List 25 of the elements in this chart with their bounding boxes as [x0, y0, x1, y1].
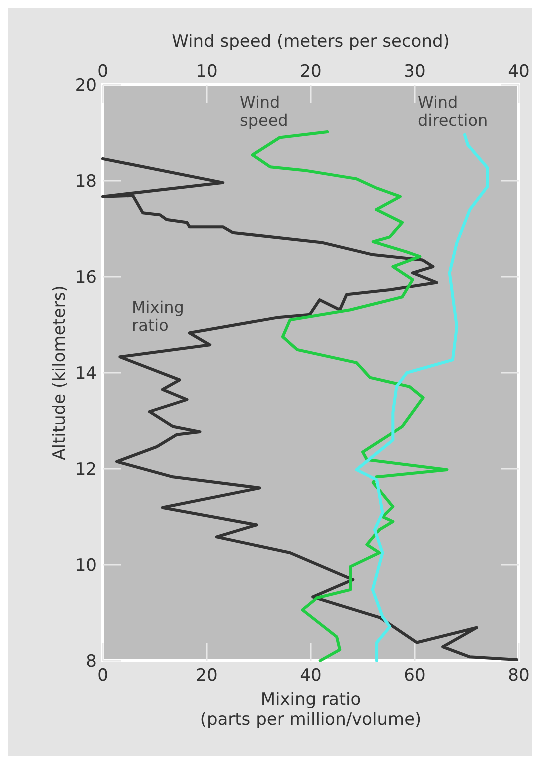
line-series	[355, 133, 490, 662]
x2-tick-label: 40	[508, 62, 530, 82]
y-tick-label: 10	[75, 556, 97, 576]
y-tick-label: 12	[75, 460, 97, 480]
line-series	[102, 157, 518, 662]
x-tick-label: 0	[98, 666, 108, 686]
x2-tick-label: 20	[300, 62, 322, 82]
series-label: Wind speed	[240, 93, 288, 130]
y-tick-label: 14	[75, 364, 97, 384]
y-tick-label: 18	[75, 172, 97, 192]
y-axis-title: Altitude (kilometers)	[50, 286, 70, 460]
x-tick-label: 40	[300, 666, 322, 686]
y-tick-label: 8	[86, 652, 97, 672]
x-axis-title: Mixing ratio (parts per million/volume)	[200, 690, 422, 730]
x-tick-label: 60	[404, 666, 426, 686]
y-tick-label: 16	[75, 268, 97, 288]
series-label: Wind direction	[418, 93, 488, 130]
x2-tick-label: 30	[404, 62, 426, 82]
y-tick-label: 20	[75, 76, 97, 96]
series-label: Mixing ratio	[132, 298, 184, 335]
x2-tick-label: 10	[196, 62, 218, 82]
x2-tick-label: 0	[98, 62, 108, 82]
x-tick-label: 20	[196, 666, 218, 686]
x-tick-label: 80	[508, 666, 530, 686]
x2-axis-title: Wind speed (meters per second)	[172, 32, 450, 52]
